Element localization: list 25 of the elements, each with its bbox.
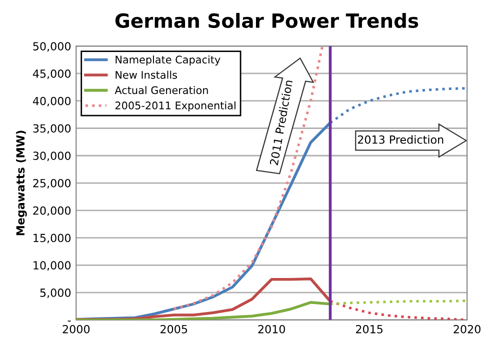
annotation: 2013 Prediction	[358, 135, 444, 144]
annotation: 2011 Prediction	[269, 80, 293, 166]
legend-label: Actual Generation	[114, 86, 208, 94]
y-tick-label: 40,000	[32, 96, 71, 106]
y-tick-label: 20,000	[33, 206, 71, 216]
y-tick-label: 45,000	[32, 69, 71, 79]
x-tick-label: 2000	[62, 324, 90, 334]
legend-label: 2005-2011 Exponential	[115, 101, 236, 112]
y-tick-label: 5,000	[40, 288, 71, 298]
y-axis-title: Megawatts (MW)	[16, 130, 27, 236]
y-tick-label: -	[68, 320, 71, 322]
x-tick-label: 2015	[356, 324, 382, 334]
y-tick-label: 25,000	[33, 178, 71, 189]
legend-label: New Installs	[116, 70, 177, 79]
y-tick-label: 50,000	[33, 42, 71, 52]
y-tick-label: 30,000	[33, 152, 71, 162]
y-tick-label: 15,000	[34, 234, 71, 244]
x-tick-label: 2010	[258, 324, 285, 334]
x-tick-label: 2020	[454, 324, 480, 334]
line-series	[76, 301, 332, 320]
chart-title: German Solar Power Trends	[115, 12, 418, 28]
legend-label: Nameplate Capacity	[116, 55, 220, 66]
y-tick-label: 10,000	[34, 261, 71, 271]
x-tick-label: 2005	[160, 324, 188, 334]
y-tick-label: 35,000	[33, 124, 71, 134]
